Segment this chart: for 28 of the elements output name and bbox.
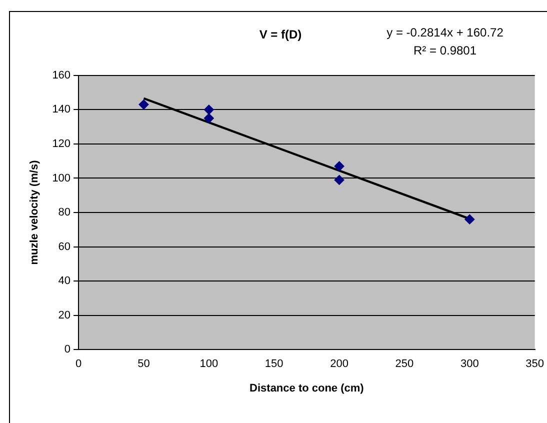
point [204, 104, 214, 115]
point [464, 214, 475, 224]
y-tick-label: 60 [58, 240, 71, 253]
y-tick-label: 40 [58, 275, 71, 288]
x-tick-label: 100 [200, 358, 218, 370]
y-tick-label: 80 [58, 206, 71, 219]
y-tick-label: 0 [64, 344, 71, 356]
point [334, 174, 344, 185]
x-tick-label: 150 [264, 358, 284, 370]
point [334, 161, 344, 172]
x-tick-label: 200 [330, 358, 348, 370]
y-tick-label: 20 [58, 309, 71, 322]
chart-title: V = f(D) [259, 28, 302, 42]
x-axis-title: Distance to cone (cm) [250, 382, 364, 394]
text: R² = 0.9801 [413, 43, 477, 58]
x-tick-label: 50 [138, 358, 150, 370]
y-axis-title: muzle velocity (m/s) [28, 160, 41, 265]
y-tick-label: 100 [52, 172, 71, 184]
point [204, 113, 214, 124]
x-tick-label: 300 [460, 358, 479, 370]
x-tick-label: 0 [75, 358, 82, 370]
y-tick-label: 140 [52, 104, 71, 116]
y-tick-label: 160 [52, 69, 71, 82]
point [138, 100, 149, 110]
x-tick-label: 350 [526, 358, 544, 370]
y-tick-label: 120 [52, 138, 71, 150]
text: y = -0.2814x + 160.72 [386, 25, 504, 40]
x-tick-label: 250 [395, 358, 414, 370]
